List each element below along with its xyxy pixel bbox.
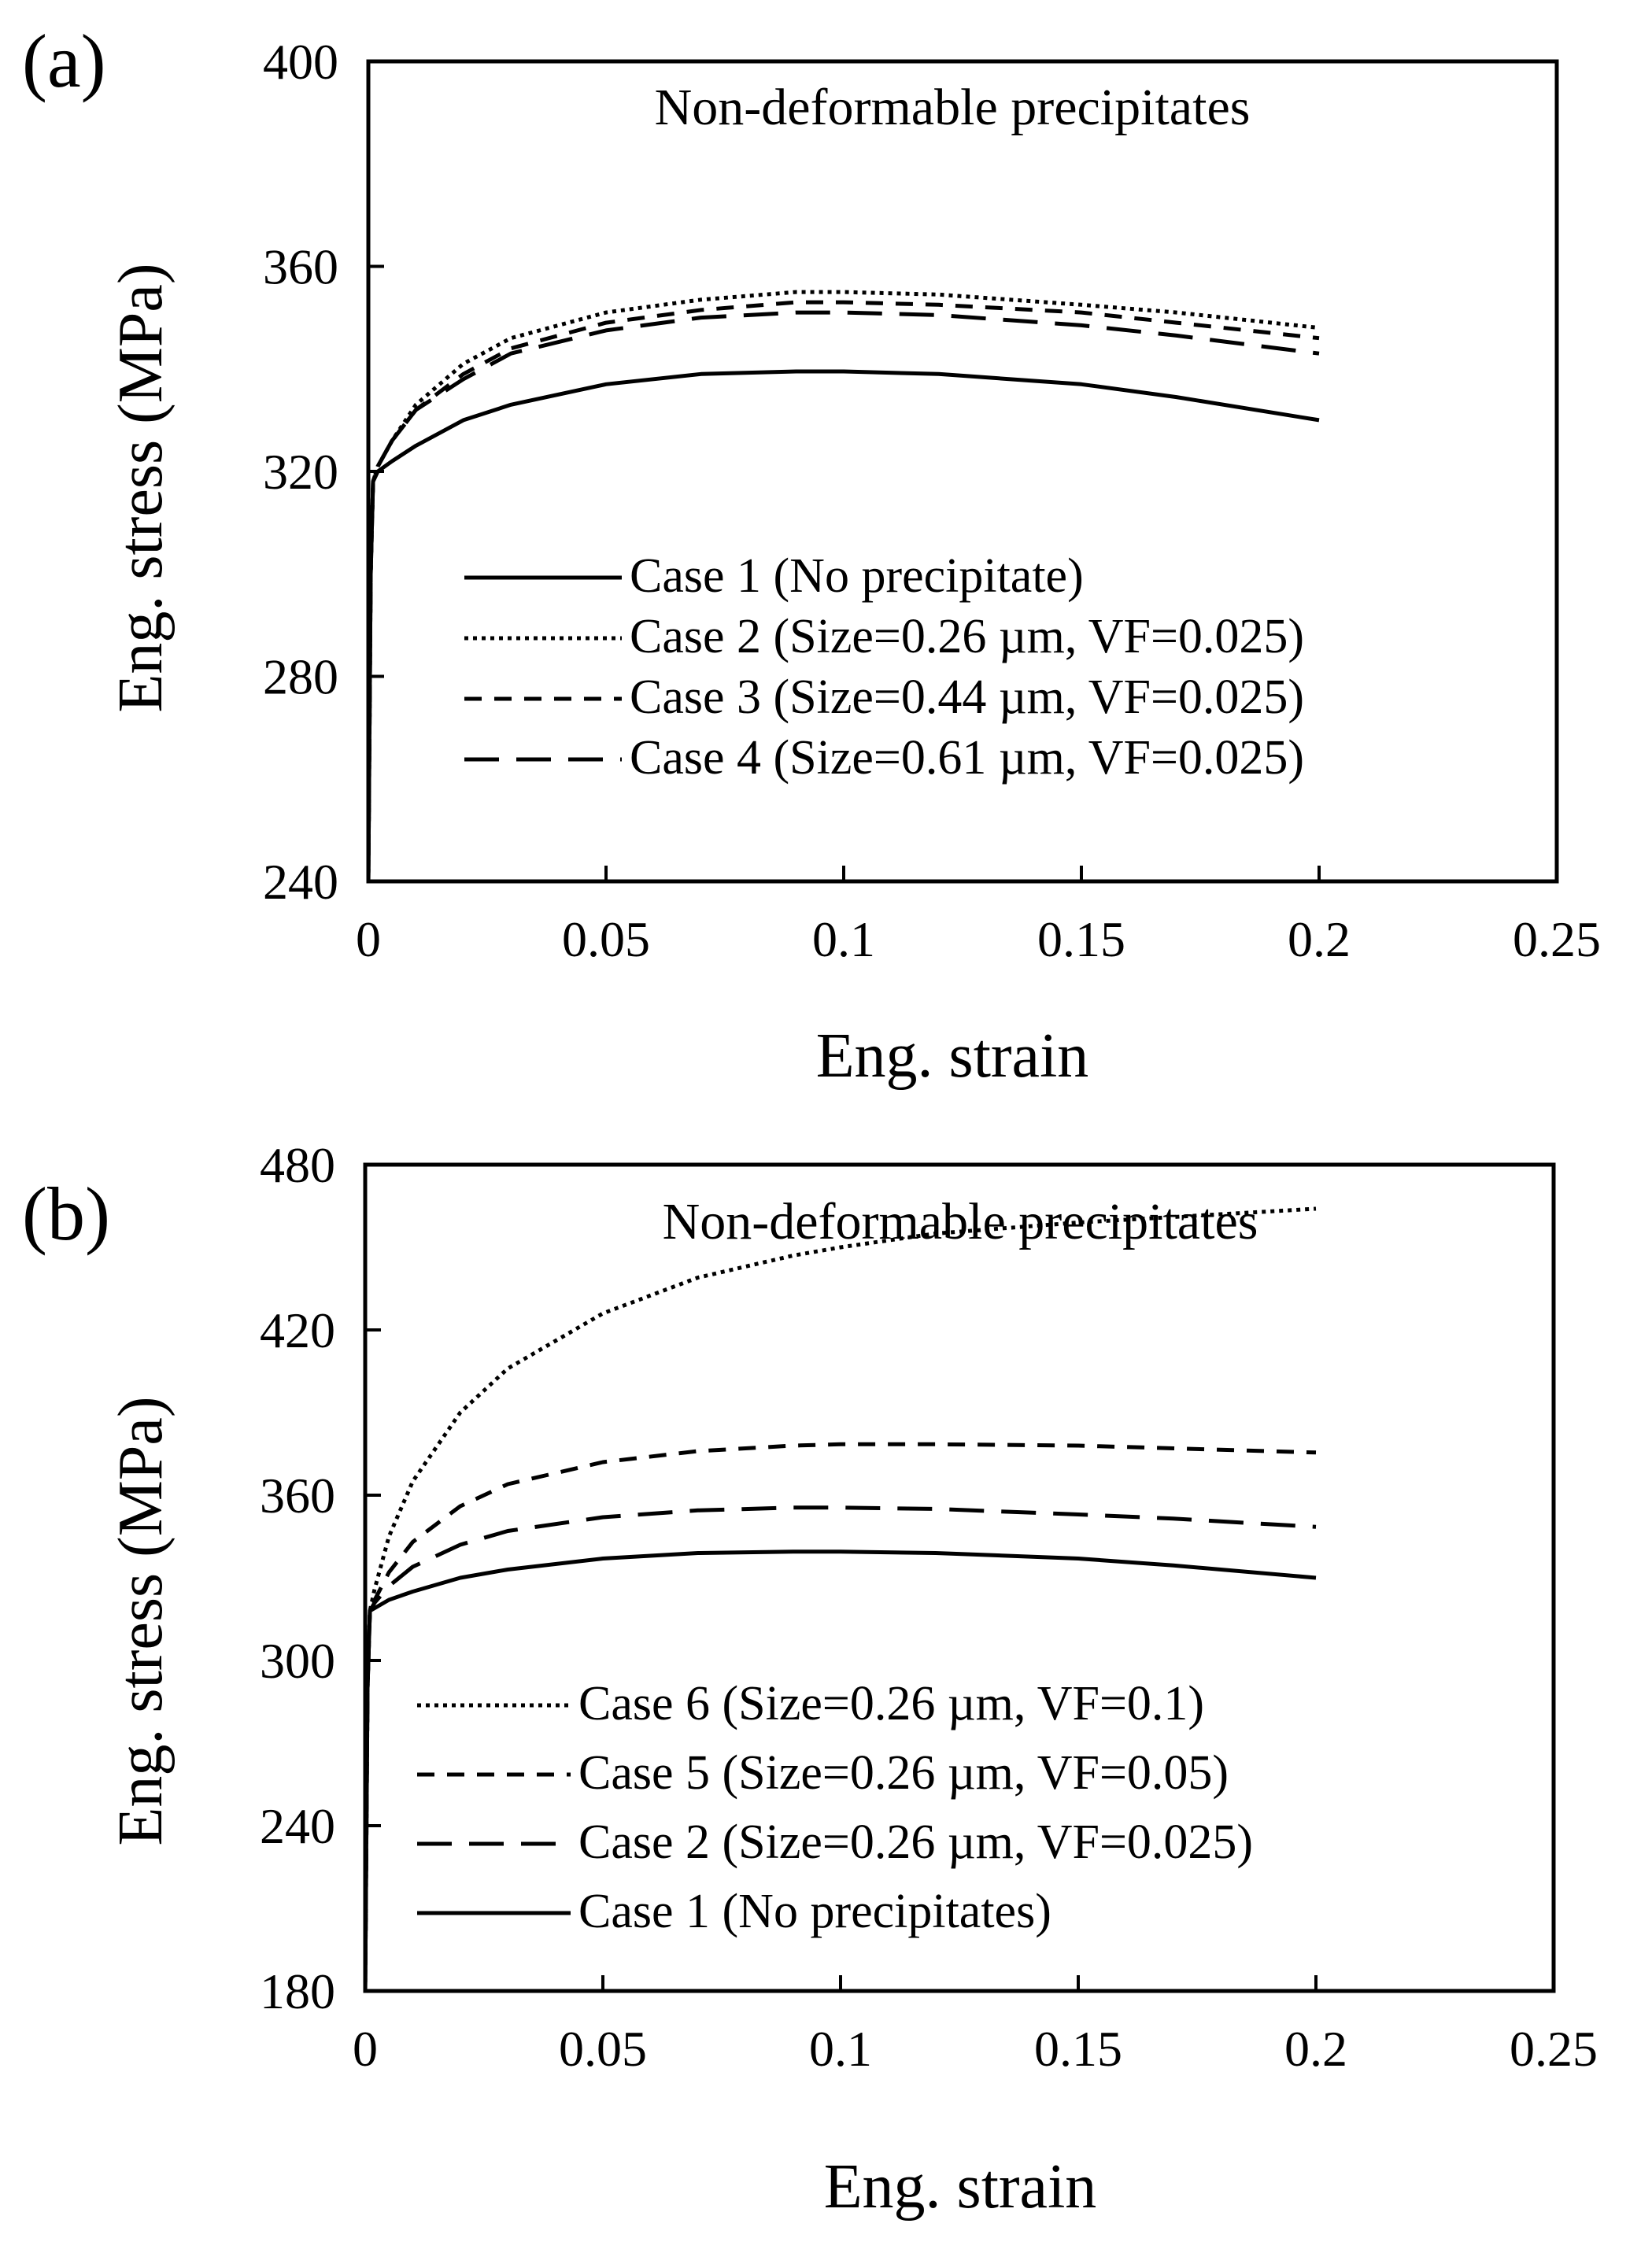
y-tick-label-b-2: 300 (260, 1633, 335, 1689)
y-tick-label-b-4: 420 (260, 1302, 335, 1358)
y-tick-label-a-2: 320 (263, 444, 338, 500)
plot-frame-a (366, 59, 1559, 884)
legend-label-b-3: Case 1 (No precipitates) (578, 1885, 1051, 1938)
y-tick-label-b-1: 240 (260, 1798, 335, 1854)
series-lines-a (366, 290, 1320, 882)
x-tick-label-b-1: 0.05 (559, 2021, 647, 2077)
y-tick-label-a-3: 360 (263, 239, 338, 295)
legend-label-a-1: Case 2 (Size=0.26 µm, VF=0.025) (630, 610, 1304, 663)
series-line-b-3 (363, 1549, 1317, 1992)
panel-label-a: (a) (22, 19, 106, 103)
axis-ticks-a: 0 0.05 0.1 0.15 0.2 0.25 240 280 320 360 400 (263, 34, 1601, 967)
y-tick-label-a-0: 240 (263, 854, 338, 910)
series-lines-b (363, 1206, 1317, 1992)
chart-title-b: Non-deformable precipitates (663, 1193, 1258, 1250)
series-line-b-0 (363, 1206, 1317, 1992)
x-tick-label-a-2: 0.1 (812, 911, 875, 967)
plot-frame-b (363, 1162, 1556, 1993)
y-tick-label-a-1: 280 (263, 649, 338, 705)
x-tick-label-b-2: 0.1 (809, 2021, 872, 2077)
y-axis-title-a: Eng. stress (MPa) (106, 263, 176, 712)
legend-b: Case 6 (Size=0.26 µm, VF=0.1) Case 5 (Siz… (417, 1677, 1253, 1938)
legend-a: Case 1 (No precipitate) Case 2 (Size=0.26… (464, 549, 1304, 785)
x-tick-label-a-0: 0 (356, 911, 381, 967)
x-tick-label-b-0: 0 (353, 2021, 378, 2077)
chart-title-a: Non-deformable precipitates (655, 79, 1251, 136)
legend-label-a-3: Case 4 (Size=0.61 µm, VF=0.025) (630, 731, 1304, 785)
x-tick-label-a-3: 0.15 (1037, 911, 1125, 967)
y-tick-label-b-3: 360 (260, 1468, 335, 1524)
x-axis-title-b: Eng. strain (824, 2152, 1097, 2222)
chart-panel-a: (a) Non-deformable precipitates Eng. str… (22, 19, 1601, 1091)
y-tick-label-b-5: 480 (260, 1137, 335, 1193)
y-tick-label-b-0: 180 (260, 1963, 335, 2019)
legend-label-a-0: Case 1 (No precipitate) (630, 549, 1084, 603)
y-tick-label-a-4: 400 (263, 34, 338, 90)
chart-panel-b: (b) Non-deformable precipitates Eng. str… (22, 1137, 1598, 2222)
panel-label-b: (b) (22, 1172, 110, 1256)
y-axis-title-b: Eng. stress (MPa) (106, 1396, 176, 1845)
legend-label-a-2: Case 3 (Size=0.44 µm, VF=0.025) (630, 670, 1304, 724)
x-axis-title-a: Eng. strain (816, 1021, 1089, 1091)
series-line-a-1 (366, 290, 1320, 882)
x-tick-label-a-4: 0.2 (1288, 911, 1351, 967)
x-tick-label-a-1: 0.05 (562, 911, 650, 967)
x-tick-label-b-3: 0.15 (1034, 2021, 1122, 2077)
legend-label-b-0: Case 6 (Size=0.26 µm, VF=0.1) (578, 1677, 1204, 1730)
x-tick-label-b-4: 0.2 (1284, 2021, 1347, 2077)
series-line-b-2 (363, 1505, 1317, 1992)
legend-label-b-2: Case 2 (Size=0.26 µm, VF=0.025) (578, 1815, 1253, 1869)
x-tick-label-b-5: 0.25 (1510, 2021, 1598, 2077)
axis-ticks-b: 0 0.05 0.1 0.15 0.2 0.25 180 240 300 360 420 480 (260, 1137, 1598, 2077)
legend-label-b-1: Case 5 (Size=0.26 µm, VF=0.05) (578, 1746, 1229, 1800)
x-tick-label-a-5: 0.25 (1513, 911, 1601, 967)
series-line-a-3 (366, 310, 1320, 882)
